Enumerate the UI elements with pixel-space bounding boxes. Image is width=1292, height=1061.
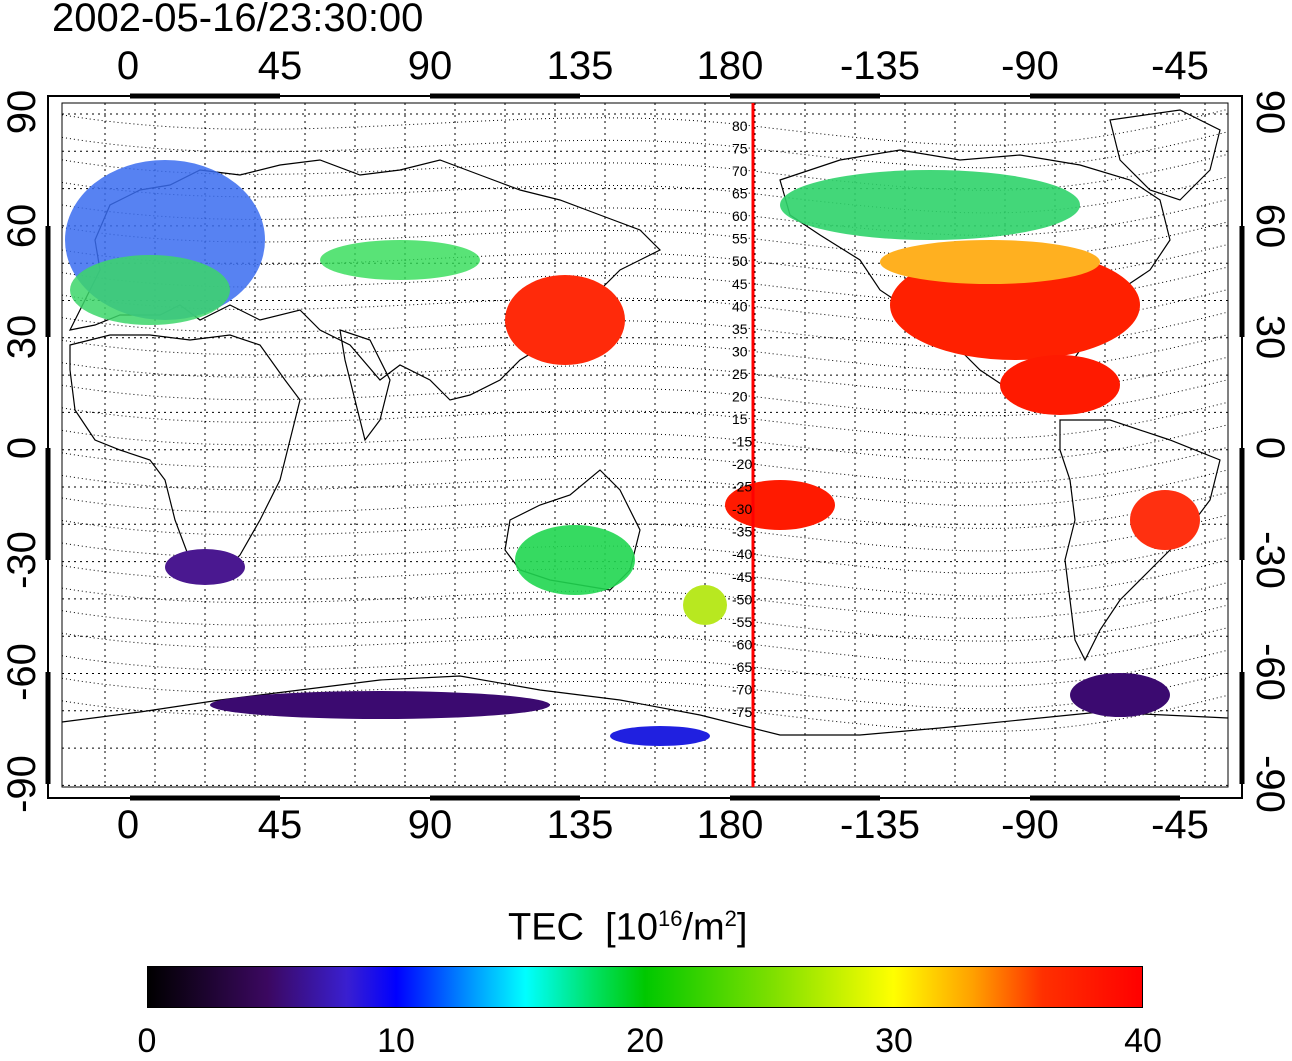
- contour-label: -35: [732, 524, 752, 540]
- contour-label: 40: [732, 298, 748, 314]
- coast-india: [339, 329, 391, 442]
- contour-line: [61, 536, 1229, 574]
- colorbar-units-end: ]: [736, 906, 748, 949]
- coast-south-america: [1059, 419, 1221, 662]
- tec-blob-caribbean: [1000, 355, 1120, 415]
- x-tick-bottom: 45: [257, 803, 303, 847]
- contour-label: 15: [732, 411, 748, 427]
- tec-blob-europe-south: [70, 255, 230, 325]
- contour-label: -20: [732, 456, 752, 472]
- colorbar-units-exp2: 2: [724, 906, 737, 931]
- tec-blob-newzealand: [683, 585, 727, 625]
- contour-line: [61, 424, 1229, 462]
- tec-blob-australia: [515, 525, 635, 595]
- map-frame: [47, 95, 1243, 799]
- colorbar-units-mid: /m: [682, 906, 725, 949]
- x-tick-bottom: 180: [696, 803, 764, 847]
- frame-tick-bars: [45, 93, 1245, 801]
- contour-line: [61, 401, 1229, 439]
- contour-line: [61, 672, 1229, 710]
- colorbar-tick: 20: [626, 1022, 664, 1060]
- contour-label: -15: [732, 434, 752, 450]
- colorbar-quantity: TEC: [508, 906, 584, 949]
- contour-line: [61, 649, 1229, 687]
- x-tick-bottom: 135: [546, 803, 614, 847]
- contour-line: [61, 604, 1229, 642]
- contour-label-group: 80 75 70 65 60 55 50 45 40 35 30 25 20 15 -15 -20 -25 -30…: [732, 118, 752, 720]
- contour-label: -75: [732, 704, 752, 720]
- contour-line: [61, 198, 1229, 236]
- contour-label: -40: [732, 546, 752, 562]
- tec-blob-argentina: [1070, 673, 1170, 717]
- contour-label: -50: [732, 591, 752, 607]
- contour-line: [61, 446, 1229, 484]
- contour-line: [61, 153, 1229, 191]
- tec-world-map: 80 75 70 65 60 55 50 45 40 35 30 25 20 15 -15 -20 -25 -30…: [45, 93, 1245, 801]
- contour-label: 45: [732, 276, 748, 292]
- contour-line: [61, 108, 1229, 146]
- tec-blob-brazil: [1130, 490, 1200, 550]
- contour-label: -70: [732, 681, 752, 697]
- coast-greenland: [1109, 109, 1221, 201]
- tec-blob-antarctica: [210, 691, 550, 719]
- tec-blob-usa-north: [880, 240, 1100, 284]
- x-tick-bottom: 90: [407, 803, 453, 847]
- x-tick-top: 45: [257, 44, 303, 88]
- colorbar-title: TEC [1016/m2]: [508, 906, 747, 950]
- x-tick-top: -135: [839, 44, 921, 88]
- colorbar-tick: 40: [1124, 1022, 1162, 1060]
- contour-label: -65: [732, 659, 752, 675]
- x-tick-bottom: -135: [839, 803, 921, 847]
- colorbar-units-exp1: 16: [657, 906, 683, 931]
- contour-label: 30: [732, 343, 748, 359]
- contour-label: 65: [732, 186, 748, 202]
- x-tick-top: 135: [546, 44, 614, 88]
- colorbar-tick: 10: [377, 1022, 415, 1060]
- tec-data: [65, 160, 1200, 746]
- x-tick-top: -45: [1151, 44, 1209, 88]
- tec-blob-asia-band: [320, 240, 480, 280]
- x-tick-top: 0: [116, 44, 140, 88]
- contour-label: -45: [732, 569, 752, 585]
- contour-label: 20: [732, 388, 748, 404]
- x-tick-top: 180: [696, 44, 764, 88]
- x-tick-bottom: -45: [1151, 803, 1209, 847]
- contour-line: [61, 491, 1229, 529]
- contour-line: [61, 582, 1229, 620]
- contour-label: 80: [732, 118, 748, 134]
- colorbar-units-base: [10: [605, 906, 658, 949]
- contour-label: -55: [732, 614, 752, 630]
- contour-label: 60: [732, 208, 748, 224]
- contour-label: 35: [732, 321, 748, 337]
- x-tick-bottom: 0: [116, 803, 140, 847]
- x-tick-top: -90: [1001, 44, 1059, 88]
- contour-line: [61, 469, 1229, 507]
- contour-label: 55: [732, 231, 748, 247]
- colorbar: [147, 966, 1143, 1008]
- contour-label: -30: [732, 501, 752, 517]
- x-tick-bottom: -90: [1001, 803, 1059, 847]
- contour-label: 50: [732, 253, 748, 269]
- tec-blob-canada: [780, 170, 1080, 240]
- contour-label: -60: [732, 636, 752, 652]
- x-tick-top: 90: [407, 44, 453, 88]
- contour-line: [61, 627, 1229, 665]
- tec-blob-southafrica: [165, 549, 245, 585]
- timestamp-title: 2002-05-16/23:30:00: [52, 0, 424, 40]
- colorbar-tick: 0: [137, 1022, 157, 1060]
- contour-label: -25: [732, 479, 752, 495]
- contour-label: 70: [732, 163, 748, 179]
- contour-label: 75: [732, 141, 748, 157]
- tec-blob-japan: [505, 275, 625, 365]
- colorbar-tick: 30: [875, 1022, 913, 1060]
- tec-blob-antarctica-east: [610, 726, 710, 746]
- contour-label: 25: [732, 366, 748, 382]
- coast-africa: [69, 334, 301, 581]
